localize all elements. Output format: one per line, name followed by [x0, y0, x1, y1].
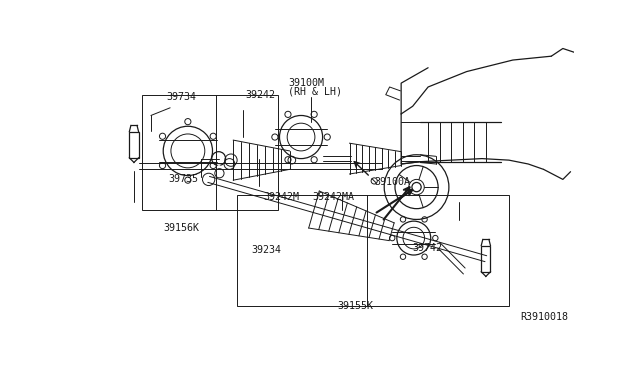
Bar: [129, 132, 139, 158]
Text: 39100M: 39100M: [288, 78, 324, 88]
Text: 39234: 39234: [251, 245, 281, 255]
Text: 39742: 39742: [413, 243, 443, 253]
Text: 39242MA: 39242MA: [312, 192, 355, 202]
Bar: [481, 246, 490, 272]
Text: 39100A: 39100A: [374, 177, 410, 187]
Text: (RH & LH): (RH & LH): [288, 86, 342, 96]
Text: 39242M: 39242M: [263, 192, 300, 202]
Bar: [141, 95, 278, 210]
Bar: [237, 195, 509, 307]
Text: 39242: 39242: [245, 90, 275, 100]
Text: 39156K: 39156K: [164, 223, 200, 233]
Circle shape: [412, 183, 421, 192]
Text: 39735: 39735: [168, 174, 198, 184]
Text: 39734: 39734: [166, 92, 196, 102]
Text: R3910018: R3910018: [520, 312, 568, 322]
Text: 39155K: 39155K: [337, 301, 373, 311]
